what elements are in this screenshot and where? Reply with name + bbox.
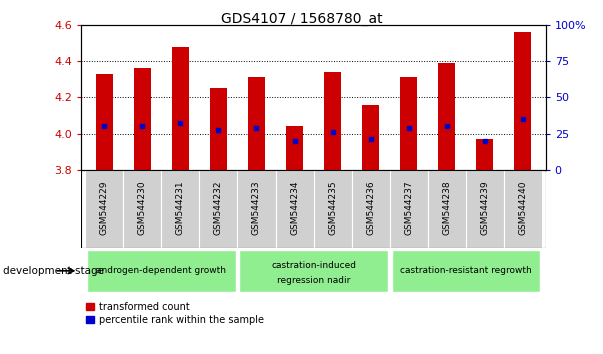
Bar (466, 170, 504, 248)
Text: development stage: development stage (3, 266, 104, 276)
Bar (324, 72, 341, 170)
Bar (162, 170, 200, 248)
Bar (390, 170, 428, 248)
Bar (476, 139, 493, 170)
Text: GSM544232: GSM544232 (214, 180, 223, 235)
Text: GSM544229: GSM544229 (99, 180, 109, 235)
Bar (391, 250, 540, 291)
Bar (200, 170, 238, 248)
Bar (362, 105, 379, 170)
Text: GDS4107 / 1568780_at: GDS4107 / 1568780_at (221, 12, 382, 27)
Bar (400, 78, 417, 170)
Text: GSM544235: GSM544235 (328, 180, 337, 235)
Text: GSM544233: GSM544233 (252, 180, 261, 235)
Text: androgen-dependent growth: androgen-dependent growth (96, 266, 226, 275)
Bar (314, 170, 352, 248)
Bar (238, 170, 276, 248)
Bar (286, 126, 303, 170)
Text: GSM544237: GSM544237 (404, 180, 413, 235)
Bar (276, 170, 314, 248)
Text: GSM544231: GSM544231 (176, 180, 185, 235)
Text: regression nadir: regression nadir (277, 275, 350, 285)
Bar (514, 32, 531, 170)
Bar (504, 170, 542, 248)
Text: castration-resistant regrowth: castration-resistant regrowth (400, 266, 532, 275)
Bar (248, 78, 265, 170)
Bar (239, 250, 388, 291)
Text: GSM544230: GSM544230 (138, 180, 147, 235)
Bar (210, 88, 227, 170)
Text: GSM544239: GSM544239 (481, 180, 489, 235)
Bar (352, 170, 390, 248)
Bar (85, 170, 123, 248)
Bar (96, 74, 113, 170)
Bar (172, 46, 189, 170)
Bar (123, 170, 162, 248)
Text: castration-induced: castration-induced (271, 261, 356, 270)
Text: GSM544238: GSM544238 (442, 180, 451, 235)
Text: GSM544240: GSM544240 (519, 180, 528, 235)
Text: GSM544236: GSM544236 (366, 180, 375, 235)
Text: GSM544234: GSM544234 (290, 180, 299, 235)
Bar (87, 250, 236, 291)
Legend: transformed count, percentile rank within the sample: transformed count, percentile rank withi… (86, 302, 264, 325)
Bar (438, 63, 455, 170)
Bar (134, 68, 151, 170)
Bar (428, 170, 466, 248)
